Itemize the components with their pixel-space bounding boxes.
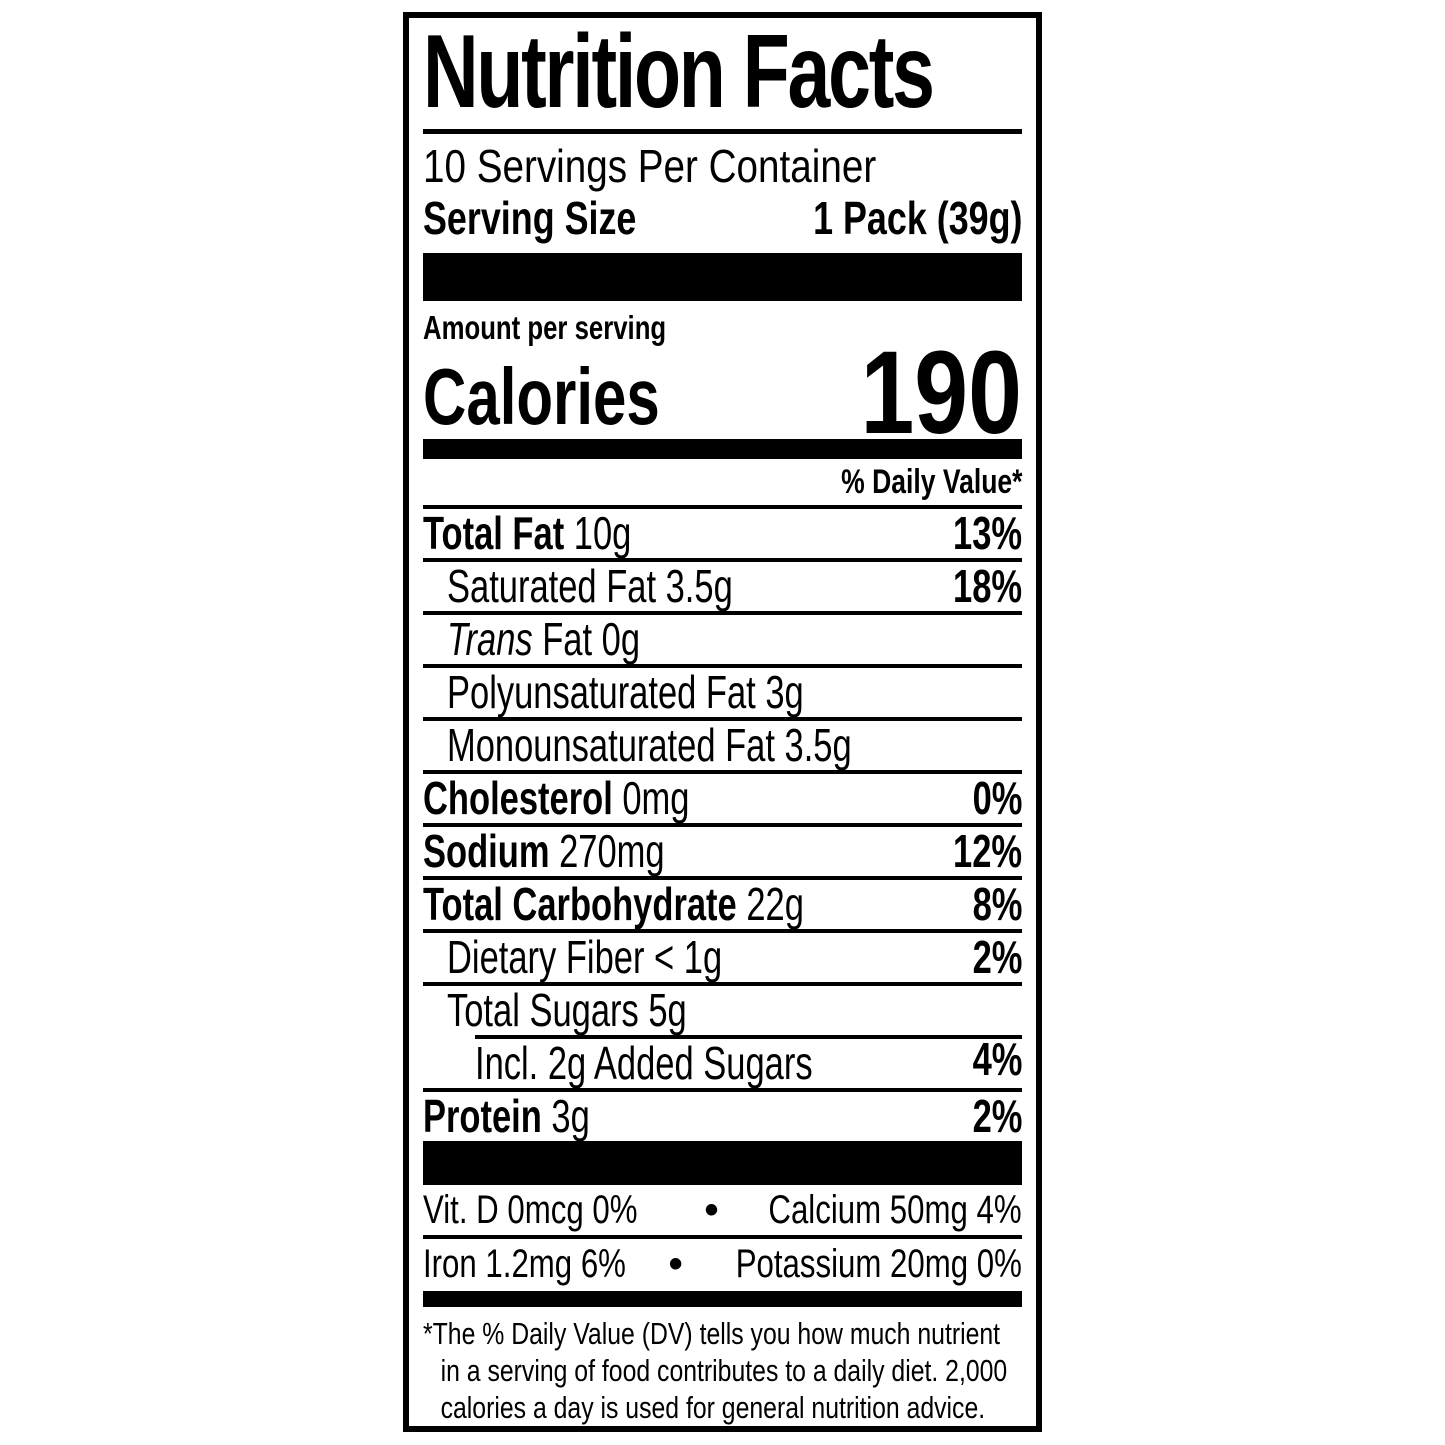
row-total-sugars: Total Sugars 5g <box>423 982 1022 1035</box>
thick-divider-bar <box>423 1141 1022 1185</box>
bullet-separator: • <box>668 1242 683 1286</box>
row-dietary-fiber: Dietary Fiber < 1g 2% <box>423 929 1022 982</box>
row-monounsaturated-fat: Monounsaturated Fat 3.5g <box>423 717 1022 770</box>
label-title-text: Nutrition Facts <box>423 14 935 130</box>
servings-per-container-text: 10 Servings Per Container <box>423 140 877 192</box>
micronutrient-left: Iron 1.2mg 6% <box>423 1242 626 1286</box>
serving-size-label: Serving Size <box>423 192 637 244</box>
daily-value-header: % Daily Value* <box>423 459 1022 505</box>
nutrient-dv: 13% <box>952 507 1022 559</box>
amount-per-serving-text: Amount per serving <box>423 309 667 346</box>
micronutrient-row-vitd-calcium: Vit. D 0mcg 0% • Calcium 50mg 4% <box>423 1185 1022 1235</box>
nutrient-name: Cholesterol 0mg <box>423 772 690 824</box>
nutrient-name: Dietary Fiber < 1g <box>447 931 723 983</box>
nutrient-name: Total Fat 10g <box>423 507 632 559</box>
row-polyunsaturated-fat: Polyunsaturated Fat 3g <box>423 664 1022 717</box>
nutrient-dv: 0% <box>972 772 1022 824</box>
nutrient-dv: 2% <box>972 931 1022 983</box>
row-cholesterol: Cholesterol 0mg 0% <box>423 770 1022 823</box>
footnote-line: in a serving of food contributes to a da… <box>440 1353 1008 1388</box>
calories-value: 190 <box>860 327 1022 459</box>
medium-divider-bar <box>423 1291 1022 1307</box>
nutrient-name: Sodium 270mg <box>423 825 665 877</box>
calories-label: Calories <box>423 352 660 441</box>
nutrient-name: Polyunsaturated Fat 3g <box>447 666 804 718</box>
nutrient-name: Incl. 2g Added Sugars <box>475 1037 813 1089</box>
thick-divider-bar <box>423 253 1022 301</box>
row-trans-fat: Trans Fat 0g <box>423 611 1022 664</box>
row-protein: Protein 3g 2% <box>423 1088 1022 1141</box>
amount-per-serving-label: Amount per serving <box>423 309 1022 347</box>
row-added-sugars: Incl. 2g Added Sugars 4% <box>423 1035 1022 1088</box>
micronutrient-right: Calcium 50mg 4% <box>768 1188 1022 1232</box>
nutrient-dv: 12% <box>952 825 1022 877</box>
footnote-line: *The % Daily Value (DV) tells you how mu… <box>423 1316 1001 1351</box>
row-saturated-fat: Saturated Fat 3.5g 18% <box>423 558 1022 611</box>
daily-value-footnote: *The % Daily Value (DV) tells you how mu… <box>423 1315 1022 1426</box>
calories-row: Calories 190 <box>423 334 1022 452</box>
nutrient-dv: 8% <box>972 878 1022 930</box>
nutrient-name: Trans Fat 0g <box>447 613 641 665</box>
micronutrient-row-iron-potassium: Iron 1.2mg 6% • Potassium 20mg 0% <box>423 1235 1022 1289</box>
row-total-carbohydrate: Total Carbohydrate 22g 8% <box>423 876 1022 929</box>
nutrient-name: Monounsaturated Fat 3.5g <box>447 719 852 771</box>
nutrient-dv: 4% <box>972 1033 1022 1085</box>
servings-per-container: 10 Servings Per Container <box>423 141 1022 191</box>
row-sodium: Sodium 270mg 12% <box>423 823 1022 876</box>
label-title: Nutrition Facts <box>423 20 1022 124</box>
bullet-separator: • <box>704 1188 719 1232</box>
nutrient-dv: 2% <box>972 1090 1022 1142</box>
nutrient-dv: 18% <box>952 560 1022 612</box>
nutrient-name: Total Sugars 5g <box>447 984 687 1036</box>
micronutrient-left: Vit. D 0mcg 0% <box>423 1188 638 1232</box>
title-divider <box>423 129 1022 134</box>
row-total-fat: Total Fat 10g 13% <box>423 505 1022 558</box>
micronutrient-right: Potassium 20mg 0% <box>735 1242 1022 1286</box>
medium-divider-bar <box>423 439 1022 459</box>
daily-value-header-text: % Daily Value* <box>840 463 1022 501</box>
serving-size-row: Serving Size 1 Pack (39g) <box>423 191 1022 245</box>
nutrient-name: Protein 3g <box>423 1090 590 1142</box>
nutrition-facts-label: Nutrition Facts 10 Servings Per Containe… <box>403 12 1042 1432</box>
nutrient-name: Total Carbohydrate 22g <box>423 878 804 930</box>
serving-size-value: 1 Pack (39g) <box>812 192 1022 244</box>
footnote-line: calories a day is used for general nutri… <box>440 1390 986 1425</box>
nutrient-name: Saturated Fat 3.5g <box>447 560 733 612</box>
